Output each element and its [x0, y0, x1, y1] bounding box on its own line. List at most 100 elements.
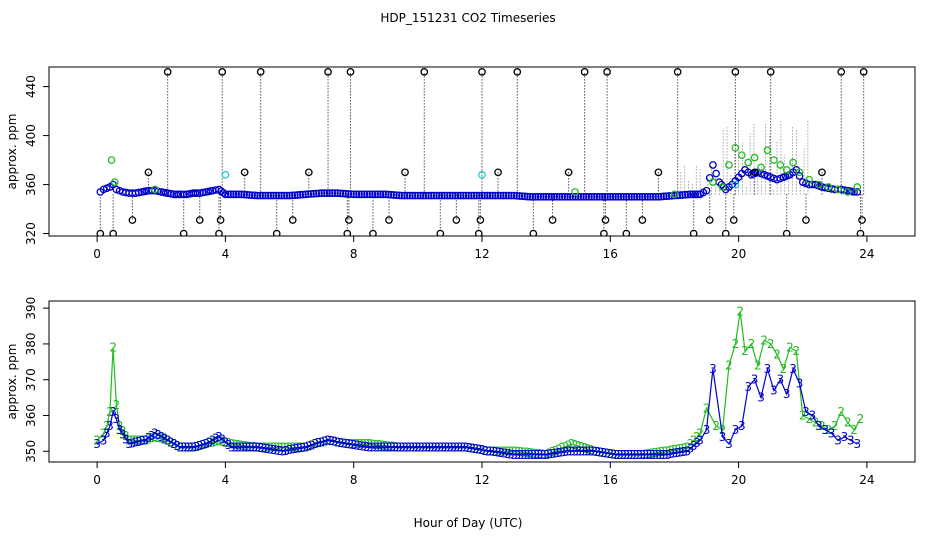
series-marker-green: 2 — [680, 441, 688, 455]
series-marker-green: 2 — [270, 441, 278, 455]
series-marker-blue: 3 — [173, 439, 181, 453]
series-marker-green: 2 — [157, 432, 165, 446]
data-point-blue — [288, 191, 297, 200]
series-marker-green: 2 — [648, 447, 656, 461]
series-marker-blue: 3 — [616, 448, 624, 462]
series-marker-blue: 3 — [100, 434, 108, 448]
series-marker-green: 2 — [372, 438, 380, 452]
data-point-blue — [448, 191, 457, 200]
series-marker-green: 2 — [263, 441, 271, 455]
data-point-blue — [643, 192, 652, 201]
y-tick-label: 380 — [24, 332, 38, 355]
data-point-blue — [451, 191, 460, 200]
data-point-blue — [320, 189, 329, 197]
series-marker-green: 2 — [154, 431, 162, 445]
series-marker-blue: 3 — [568, 444, 576, 458]
series-marker-blue: 3 — [241, 441, 249, 455]
data-point-black — [163, 68, 172, 76]
series-marker-green: 2 — [510, 444, 518, 458]
series-marker-blue: 3 — [513, 448, 521, 462]
series-marker-blue: 3 — [732, 423, 740, 437]
data-point-blue — [299, 190, 307, 199]
series-marker-green: 2 — [831, 419, 839, 433]
data-point-blue — [435, 191, 444, 200]
data-point-black — [288, 216, 297, 224]
series-marker-blue: 3 — [581, 444, 589, 458]
series-marker-blue: 3 — [677, 445, 685, 459]
series-marker-green: 2 — [677, 442, 685, 456]
data-point-black — [436, 229, 445, 236]
series-marker-blue: 3 — [478, 443, 486, 457]
series-marker-blue: 3 — [244, 441, 252, 455]
series-marker-green: 2 — [555, 442, 563, 456]
series-marker-blue: 3 — [427, 441, 435, 455]
series-marker-blue: 3 — [180, 441, 188, 455]
data-point-black — [478, 68, 486, 76]
series-marker-green: 2 — [366, 437, 374, 451]
series-marker-green: 2 — [109, 341, 117, 355]
data-point-blue — [625, 192, 633, 201]
series-marker-blue: 3 — [392, 441, 400, 455]
series-marker-green: 2 — [504, 444, 512, 458]
series-marker-blue: 3 — [456, 441, 464, 455]
data-point-black — [401, 168, 409, 177]
data-point-blue — [587, 192, 596, 201]
data-point-blue — [502, 191, 510, 200]
series-marker-blue: 3 — [613, 448, 621, 462]
data-point-blue — [432, 191, 441, 200]
data-point-blue — [456, 191, 465, 200]
data-point-blue — [635, 192, 644, 201]
series-marker-green: 2 — [260, 441, 268, 455]
data-point-blue — [363, 190, 371, 199]
x-tick-label: 0 — [93, 247, 101, 261]
series-marker-blue: 3 — [462, 441, 470, 455]
data-point-blue — [601, 192, 609, 201]
data-point-blue — [376, 190, 385, 199]
data-point-blue — [443, 191, 452, 200]
data-point-black — [673, 68, 682, 76]
data-point-black — [324, 68, 332, 76]
data-point-blue — [536, 192, 545, 201]
series-marker-green: 2 — [549, 445, 557, 459]
series-marker-green: 2 — [497, 444, 505, 458]
data-point-black — [420, 68, 429, 76]
series-marker-blue: 3 — [687, 442, 695, 456]
data-point-green — [805, 175, 814, 184]
series-marker-green: 2 — [773, 348, 781, 362]
series-marker-blue: 3 — [430, 441, 438, 455]
series-marker-green: 2 — [292, 441, 300, 455]
series-marker-blue: 3 — [401, 441, 409, 455]
data-point-blue — [641, 192, 649, 201]
series-marker-green: 2 — [494, 444, 502, 458]
series-marker-blue: 3 — [449, 441, 457, 455]
series-marker-green: 2 — [247, 440, 255, 454]
series-marker-green: 2 — [587, 443, 595, 457]
data-point-black — [476, 216, 485, 224]
data-point-blue — [678, 191, 687, 199]
series-marker-blue: 3 — [488, 445, 496, 459]
data-point-blue — [552, 192, 561, 201]
series-line-blue — [96, 366, 858, 456]
x-tick-label: 4 — [222, 473, 230, 487]
series-marker-blue: 3 — [103, 426, 111, 440]
series-marker-blue: 3 — [600, 446, 608, 460]
series-marker-green: 2 — [228, 437, 236, 451]
series-marker-blue: 3 — [815, 419, 823, 433]
data-point-black — [705, 216, 714, 224]
data-point-blue — [414, 191, 422, 200]
data-point-black — [564, 168, 573, 177]
data-point-blue — [579, 192, 588, 201]
data-point-blue — [416, 191, 425, 200]
data-point-blue — [256, 191, 265, 200]
series-marker-blue: 3 — [360, 440, 368, 454]
data-point-black — [128, 216, 137, 224]
series-marker-blue: 3 — [539, 448, 547, 462]
series-marker-green: 2 — [857, 412, 865, 426]
data-point-black — [750, 168, 759, 177]
series-marker-green: 2 — [145, 432, 153, 446]
series-marker-green: 2 — [712, 419, 720, 433]
data-point-blue — [504, 191, 513, 200]
series-marker-blue: 3 — [770, 383, 778, 397]
series-marker-green: 2 — [138, 434, 146, 448]
series-marker-blue: 3 — [619, 448, 627, 462]
